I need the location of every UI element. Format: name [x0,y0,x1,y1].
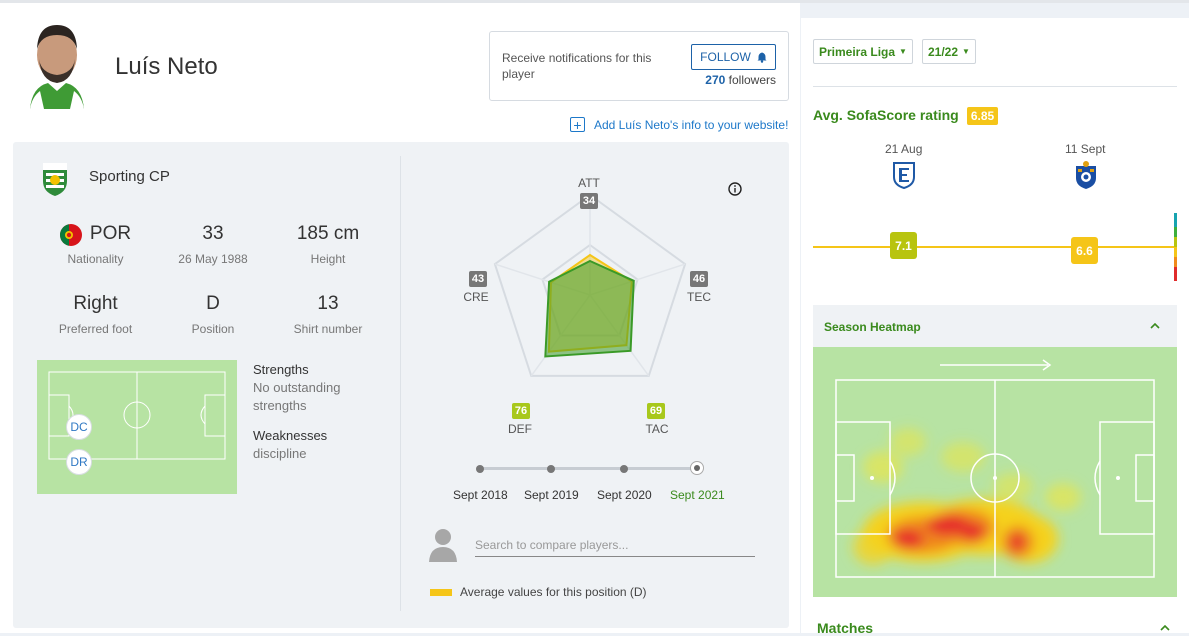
player-name: Luís Neto [115,53,218,80]
season-heatmap-section: Season Heatmap [813,305,1177,597]
timeline-label-2021[interactable]: Sept 2021 [670,488,725,502]
player-photo [26,17,88,109]
add-info-label: Add Luís Neto's info to your website! [594,117,789,132]
league-dropdown[interactable]: Primeira Liga ▼ [813,39,913,64]
radar-grid-ring [493,193,687,377]
followers-count: 270 followers [690,73,776,87]
caret-down-icon: ▼ [899,47,907,56]
strengths-title: Strengths [253,362,309,377]
plus-icon: + [570,117,585,132]
compare-search-input[interactable] [475,533,755,557]
foot-stat: Right Preferred foot [43,293,148,336]
nationality-label: Nationality [67,252,124,266]
match-rating-2[interactable]: 6.6 [1071,237,1098,264]
timeline-dot-1[interactable] [547,465,555,473]
rating-color-scale [1174,213,1177,281]
team-name: Sporting CP [89,168,170,185]
nationality-value: POR [89,223,132,244]
foot-label: Preferred foot [58,322,133,336]
radar-axis-label-att: ATT [578,176,600,190]
sporting-cp-logo [43,163,67,196]
age-value: 33 [202,223,224,244]
timeline-label-2019[interactable]: Sept 2019 [524,488,579,502]
height-label: Height [310,252,346,266]
panel-divider [400,156,401,611]
radar-axis-label-cre: CRE [463,290,489,304]
foot-value: Right [73,293,118,314]
radar-axis-label-tac: TAC [645,422,669,436]
weaknesses-text: discipline [253,446,307,461]
info-icon[interactable] [728,182,742,196]
match-rating-1[interactable]: 7.1 [890,232,917,259]
right-divider [813,86,1177,87]
chevron-up-icon[interactable] [1160,625,1170,631]
match-date-2: 11 Sept [1065,142,1106,156]
portugal-flag-icon [60,224,82,246]
position-pitch: DC DR [37,360,237,494]
heatmap-title: Season Heatmap [824,320,921,334]
bell-icon [757,52,767,63]
notification-text: Receive notifications for this player [502,51,652,81]
timeline-dot-0[interactable] [476,465,484,473]
position-stat: D Position [168,293,258,336]
shirt-value: 13 [317,293,339,314]
shirt-label: Shirt number [293,322,363,336]
nationality-stat: POR Nationality [48,223,143,266]
age-stat: 33 26 May 1988 [158,223,268,266]
caret-down-icon: ▼ [962,47,970,56]
chevron-up-icon[interactable] [1150,323,1160,329]
timeline-dot-active[interactable] [690,461,704,475]
position-label: Position [191,322,235,336]
radar-player-area [544,259,635,358]
matches-section-title[interactable]: Matches [817,620,874,636]
fc-porto-logo[interactable] [1073,160,1099,190]
timeline-dot-2[interactable] [620,465,628,473]
heatmap-pitch [813,347,1177,597]
radar-axis-label-def: DEF [508,422,532,436]
season-value: 21/22 [928,44,959,59]
pitch-lines [48,371,226,460]
position-value: D [206,293,220,314]
follow-button-label: FOLLOW [700,50,751,64]
league-value: Primeira Liga [819,44,896,59]
notification-box: Receive notifications for this player FO… [489,31,789,101]
radar-value-badge-cre: 43 [469,271,487,287]
shirt-stat: 13 Shirt number [278,293,378,336]
belenenses-logo[interactable] [892,161,916,189]
followers-label: followers [728,73,776,87]
radar-axis-label-tec: TEC [687,290,711,304]
avg-rating-title: Avg. SofaScore rating [813,107,959,123]
position-dr-marker: DR [66,449,92,475]
heatmap-header[interactable]: Season Heatmap [813,305,1177,347]
radar-value-badge-tac: 69 [647,403,665,419]
strengths-text: No outstanding strengths [253,380,341,413]
position-dc-marker: DC [66,414,92,440]
birth-date: 26 May 1988 [178,252,248,266]
radar-value-badge-def: 76 [512,403,530,419]
attribute-radar-chart [493,193,687,377]
radar-value-badge-att: 34 [580,193,598,209]
match-date-1: 21 Aug [885,142,923,156]
top-border [0,0,1189,3]
compare-player-avatar-icon [429,529,457,562]
radar-value-badge-tec: 46 [690,271,708,287]
followers-number: 270 [705,73,726,87]
heatmap-graphic [835,359,1155,578]
legend-average-swatch [430,589,452,596]
legend-average-text: Average values for this position (D) [460,585,647,599]
timeline-label-2020[interactable]: Sept 2020 [597,488,652,502]
avg-rating-badge: 6.85 [967,107,998,125]
season-dropdown[interactable]: 21/22 ▼ [922,39,976,64]
weaknesses-title: Weaknesses [253,428,328,443]
follow-button[interactable]: FOLLOW [691,44,776,70]
height-value: 185 cm [296,223,360,244]
add-info-link[interactable]: + Add Luís Neto's info to your website! [570,117,788,132]
season-timeline-track [479,467,697,470]
height-stat: 185 cm Height [278,223,378,266]
rating-trend-line [813,246,1174,248]
timeline-label-2018[interactable]: Sept 2018 [453,488,508,502]
